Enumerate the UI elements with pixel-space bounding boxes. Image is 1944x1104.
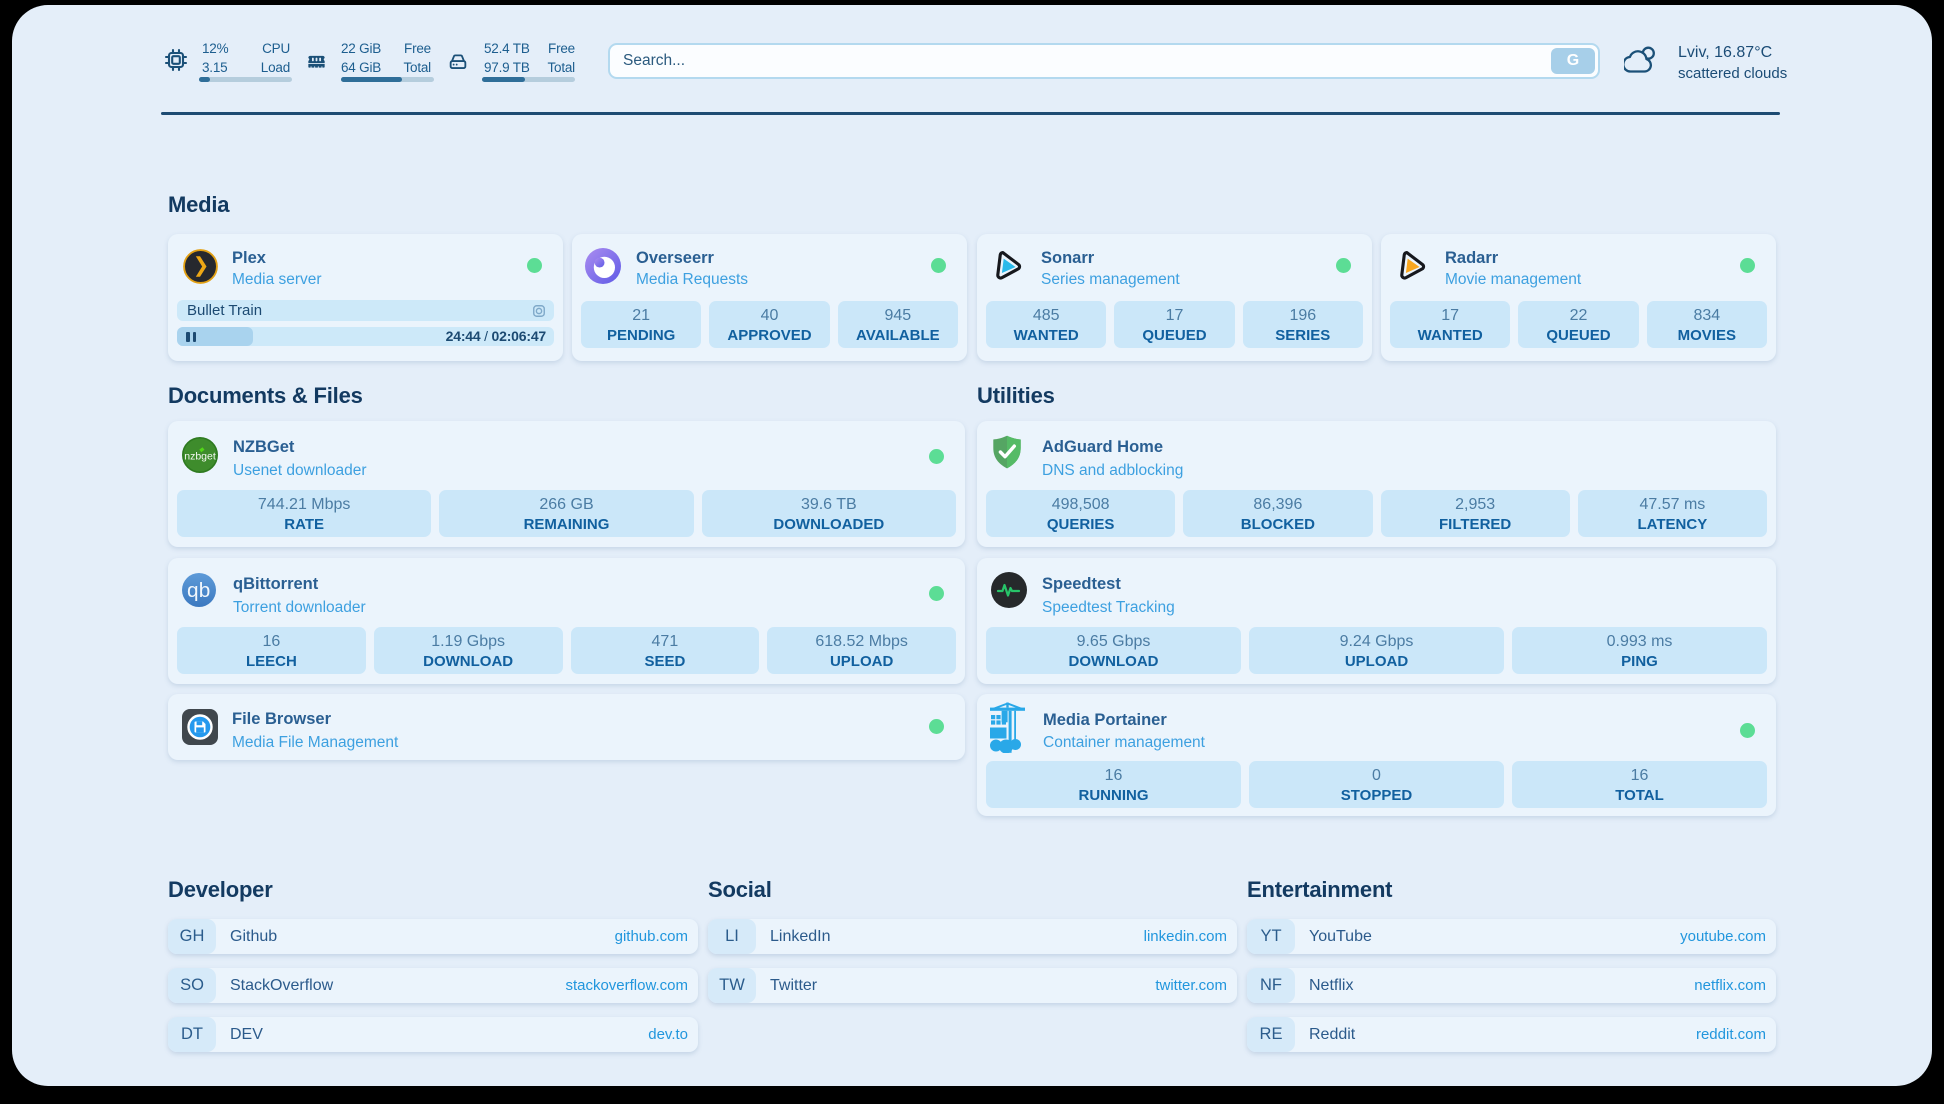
svg-text:nzbget: nzbget [184, 450, 216, 462]
svg-text:qb: qb [187, 579, 211, 602]
